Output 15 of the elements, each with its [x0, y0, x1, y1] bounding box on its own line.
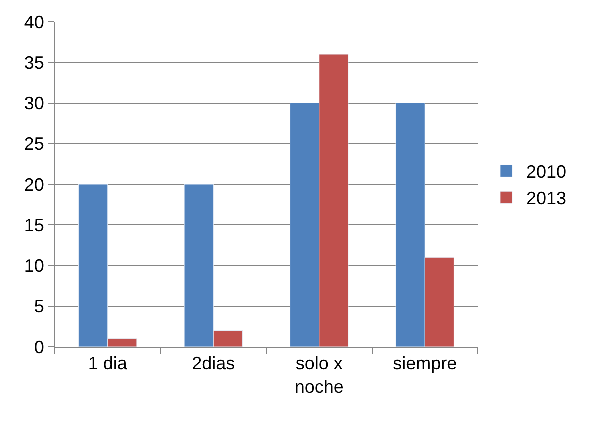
- y-tick-label: 15: [24, 215, 44, 236]
- y-tick-label: 20: [24, 174, 44, 195]
- y-tick-label: 35: [24, 52, 44, 73]
- y-tick-label: 40: [24, 12, 44, 32]
- legend-label: 2013: [526, 188, 567, 209]
- y-tick-label: 30: [24, 94, 44, 114]
- y-tick-label: 10: [24, 256, 44, 276]
- y-tick-label: 0: [34, 337, 44, 358]
- x-tick-label: solo x noche: [294, 354, 344, 397]
- legend-label: 2010: [526, 162, 567, 182]
- x-tick-label: 2dias: [192, 354, 236, 374]
- x-tick-label: 1 dia: [88, 354, 128, 374]
- y-tick-label: 25: [24, 134, 44, 154]
- x-tick-label: siempre: [393, 354, 458, 374]
- y-tick-label: 5: [34, 296, 44, 317]
